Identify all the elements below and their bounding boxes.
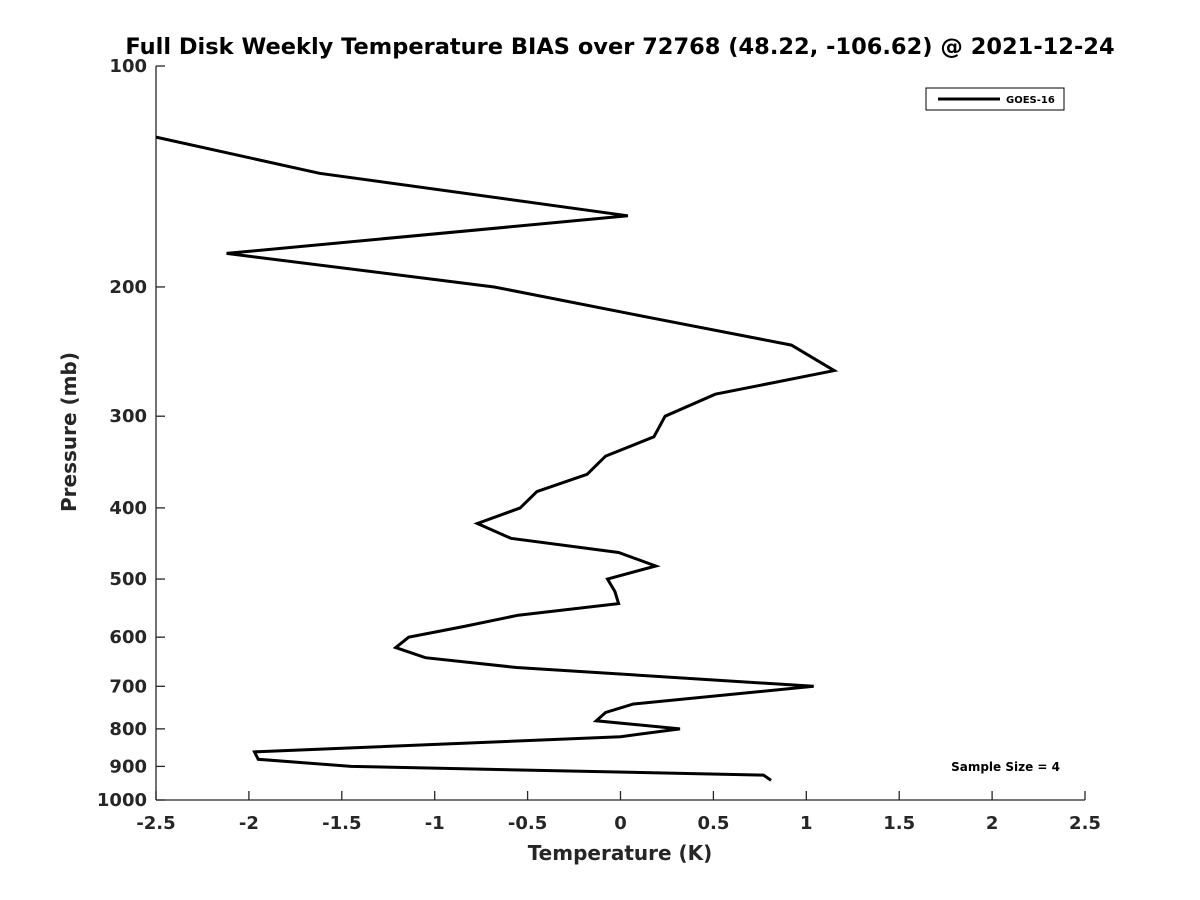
sample-size-annotation: Sample Size = 4 bbox=[951, 760, 1060, 774]
y-tick-label: 600 bbox=[109, 627, 147, 648]
x-tick-label: 1 bbox=[800, 813, 813, 834]
x-tick-label: -2.5 bbox=[136, 813, 175, 834]
x-tick-label: 2.5 bbox=[1069, 813, 1101, 834]
y-tick-label: 1000 bbox=[97, 790, 147, 811]
chart-title: Full Disk Weekly Temperature BIAS over 7… bbox=[125, 34, 1114, 60]
x-axis-ticks: -2.5 -2 -1.5 -1 -0.5 0 0.5 1 1.5 2 2.5 bbox=[136, 791, 1101, 834]
y-tick-label: 200 bbox=[109, 277, 147, 298]
y-tick-label: 400 bbox=[109, 498, 147, 519]
legend-label-goes-16: GOES-16 bbox=[1006, 95, 1055, 106]
x-tick-label: -1 bbox=[425, 813, 445, 834]
series-group bbox=[155, 135, 839, 782]
y-tick-label: 800 bbox=[109, 719, 147, 740]
x-tick-label: 0.5 bbox=[697, 813, 729, 834]
x-tick-label: -1.5 bbox=[322, 813, 361, 834]
x-tick-label: -0.5 bbox=[508, 813, 547, 834]
y-tick-label: 300 bbox=[109, 406, 147, 427]
x-axis-label: Temperature (K) bbox=[528, 841, 713, 865]
legend: GOES-16 bbox=[925, 87, 1065, 111]
axes bbox=[155, 66, 1085, 801]
y-tick-label: 900 bbox=[109, 756, 147, 777]
x-tick-label: -2 bbox=[239, 813, 259, 834]
series-line-goes-16 bbox=[155, 135, 839, 782]
y-tick-label: 500 bbox=[109, 569, 147, 590]
x-tick-label: 0 bbox=[614, 813, 627, 834]
y-tick-label: 700 bbox=[109, 676, 147, 697]
y-tick-label: 100 bbox=[109, 56, 147, 77]
y-axis-label: Pressure (mb) bbox=[57, 352, 81, 512]
x-tick-label: 1.5 bbox=[883, 813, 915, 834]
y-axis-ticks: 100 200 300 400 500 600 700 800 900 1000 bbox=[97, 56, 165, 811]
x-tick-label: 2 bbox=[986, 813, 999, 834]
